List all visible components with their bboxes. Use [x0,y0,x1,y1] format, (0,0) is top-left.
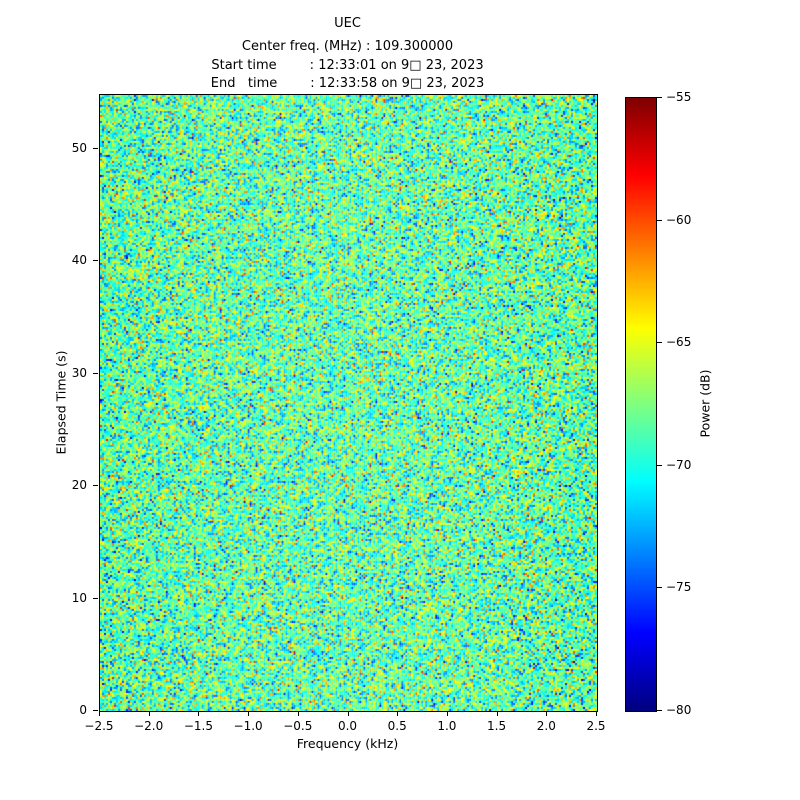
x-tick-mark [397,711,399,716]
y-tick-mark [93,710,98,711]
y-tick-label: 50 [71,140,87,155]
x-tick-mark [347,711,349,716]
heatmap-canvas [100,95,597,711]
x-tick-label: 0.0 [337,719,358,733]
colorbar-tick-label: −65 [666,335,692,350]
heatmap-plot-area [99,94,598,712]
y-tick-mark [93,260,98,262]
x-tick-mark [596,711,597,716]
y-tick-mark [93,597,98,599]
colorbar-tick-label: −60 [666,212,692,227]
x-tick-label: 2.0 [536,719,556,733]
colorbar-tick-label: −80 [666,703,692,717]
colorbar-tick-mark [657,219,662,221]
x-tick-label: −1.5 [183,719,213,733]
x-tick-mark [546,711,548,716]
x-tick-mark [248,711,250,716]
x-tick-label: 2.5 [586,719,606,733]
x-tick-label: −0.5 [283,719,313,733]
y-tick-mark [93,372,98,374]
colorbar-tick-label: −55 [666,90,692,104]
x-axis-label: Frequency (kHz) [296,736,399,751]
subtitle-center-freq: Center freq. (MHz) : 109.300000 [241,39,454,54]
y-tick-mark [93,485,98,487]
x-tick-mark [99,711,100,716]
x-tick-label: −2.5 [84,719,114,733]
subtitle-end-time: End time : 12:33:58 on 9□ 23, 2023 [210,76,485,91]
chart-title: UEC [334,16,361,31]
y-tick-mark [93,147,98,149]
chart-subtitle: Center freq. (MHz) : 109.300000 Start ti… [99,38,596,94]
colorbar-canvas [626,98,656,711]
colorbar-tick-label: −75 [666,580,692,595]
colorbar-tick-label: −70 [666,457,692,472]
y-tick-label: 10 [71,590,87,605]
colorbar-tick-mark [657,710,662,711]
x-tick-mark [148,711,150,716]
colorbar-tick-mark [657,97,662,98]
colorbar-tick-mark [657,342,662,344]
x-tick-label: −1.0 [233,719,263,733]
x-tick-label: 1.5 [487,719,507,733]
subtitle-start-time: Start time : 12:33:01 on 9□ 23, 2023 [211,57,484,73]
x-tick-label: 1.0 [437,719,457,733]
y-axis-label: Elapsed Time (s) [53,350,69,455]
y-tick-label: 40 [71,253,87,268]
colorbar-tick-mark [657,464,662,466]
x-tick-label: −2.0 [134,719,164,733]
y-tick-label: 30 [71,365,87,380]
x-tick-mark [446,711,448,716]
colorbar-tick-mark [657,587,662,589]
colorbar [625,97,657,712]
y-tick-label: 0 [79,703,87,717]
x-tick-label: 0.5 [387,719,407,733]
x-tick-mark [198,711,200,716]
y-tick-label: 20 [71,478,87,493]
colorbar-label: Power (dB) [697,369,713,438]
x-tick-mark [496,711,498,716]
x-tick-mark [297,711,299,716]
